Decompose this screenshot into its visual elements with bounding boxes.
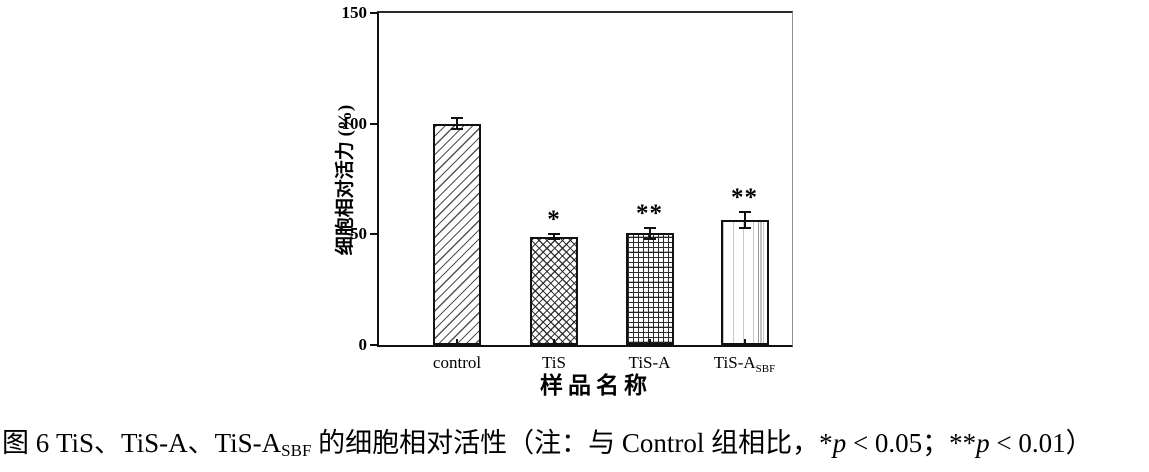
caption-subscript: SBF	[281, 441, 312, 460]
error-bar-cap	[451, 128, 463, 131]
y-tick-label: 100	[341, 113, 368, 133]
y-axis-title: 细胞相对活力 (%)	[335, 104, 356, 256]
y-tick-label: 50	[350, 224, 367, 244]
y-tick-mark	[370, 233, 377, 236]
error-bar-cap	[451, 117, 463, 120]
plot-area: * ** **	[370, 11, 793, 347]
y-tick-label: 0	[358, 335, 368, 354]
error-bar-cap	[738, 211, 751, 214]
category-text: control	[432, 353, 482, 372]
error-bar-cap	[738, 226, 751, 229]
y-tick-mark	[370, 122, 377, 125]
significance-label-tis-a-sbf: **	[731, 184, 758, 212]
category-text: TiS-A	[628, 353, 671, 372]
x-tick-mark	[648, 339, 651, 345]
x-tick-label-tis: TiS	[489, 354, 619, 372]
error-bar-tis-a-sbf	[743, 212, 746, 228]
category-text: TiS	[542, 353, 566, 372]
y-tick-mark	[370, 12, 377, 14]
x-tick-label-control: control	[392, 354, 522, 372]
bar-tis	[530, 236, 578, 345]
caption-text: < 0.01）	[989, 428, 1093, 458]
category-text: TiS-A	[713, 353, 756, 372]
error-bar-cap	[643, 226, 656, 229]
error-bar-cap	[548, 237, 560, 240]
caption-text: 图 6 TiS、TiS-A、TiS-A	[2, 428, 282, 458]
x-tick-label-tis-a-sbf: TiS-ASBF	[680, 354, 810, 378]
caption-text: p	[976, 428, 990, 458]
caption-text: < 0.05；**	[846, 428, 977, 458]
bar-tis-a-sbf	[720, 219, 769, 345]
x-tick-mark	[743, 339, 746, 345]
caption-text: p	[832, 428, 847, 458]
error-bar-cap	[548, 233, 560, 236]
x-tick-label-tis-a: TiS-A	[585, 354, 715, 372]
error-bar-control	[456, 118, 458, 130]
error-bar-tis	[553, 234, 555, 239]
significance-label-tis-a: **	[636, 199, 663, 227]
significance-label-tis: *	[547, 206, 561, 234]
bar-tis-a	[625, 233, 674, 345]
x-axis-title: 样品名称	[540, 373, 652, 398]
caption-text: 的细胞相对活性（注：与 Control 组相比，*	[311, 428, 833, 458]
error-bar-cap	[643, 237, 656, 240]
category-subscript: SBF	[755, 363, 776, 375]
x-tick-mark	[456, 339, 458, 345]
error-bar-tis-a	[648, 227, 651, 239]
figure-caption: 图 6 TiS、TiS-A、TiS-ASBF 的细胞相对活性（注：与 Contr…	[2, 423, 1148, 471]
x-tick-mark	[553, 339, 555, 345]
bar-control	[433, 123, 481, 345]
y-tick-label: 150	[341, 3, 368, 22]
y-tick-mark	[370, 344, 377, 346]
